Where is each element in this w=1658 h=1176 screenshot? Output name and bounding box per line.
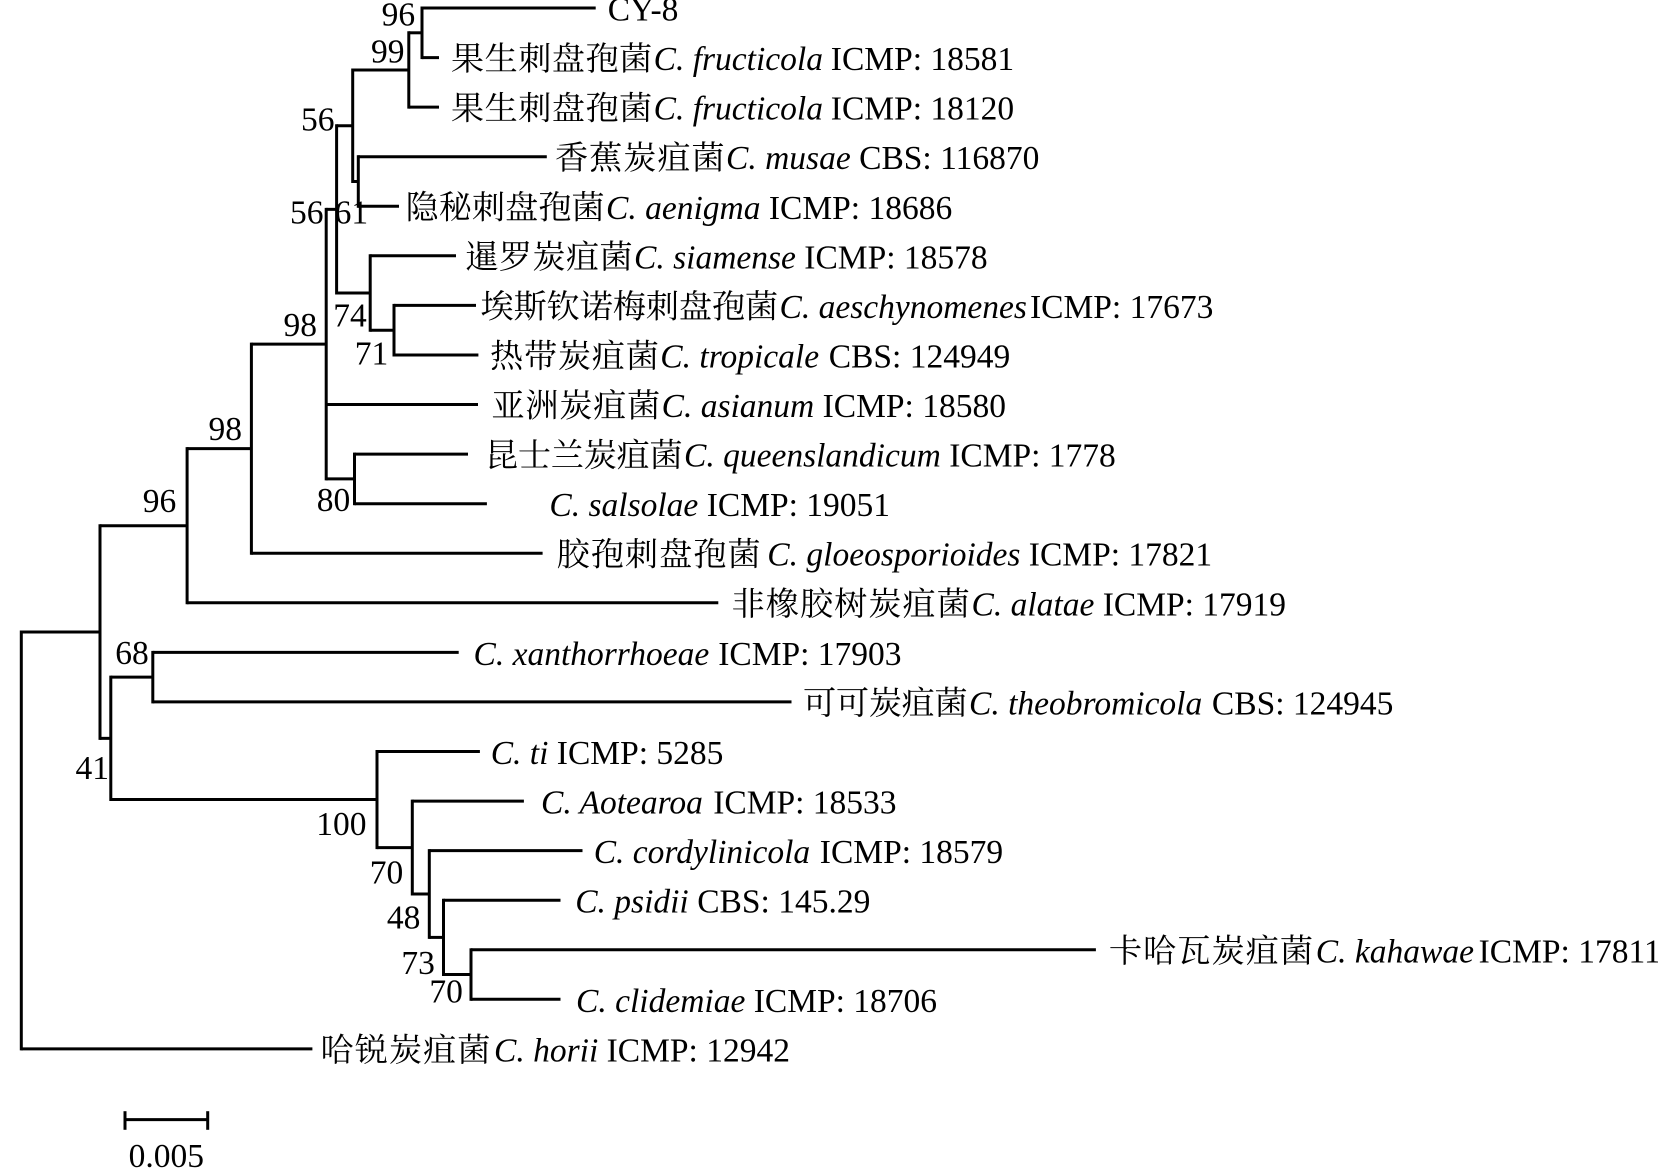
- svg-text:C. ti: C. ti: [491, 735, 549, 772]
- svg-text:74: 74: [333, 297, 367, 334]
- svg-text:ICMP: 5285: ICMP: 5285: [557, 735, 724, 772]
- svg-text:80: 80: [317, 482, 351, 519]
- svg-text:73: 73: [401, 945, 435, 982]
- svg-text:C. fructicola: C. fructicola: [654, 91, 823, 128]
- svg-text:41: 41: [76, 750, 110, 787]
- svg-text:ICMP: 19051: ICMP: 19051: [707, 487, 890, 524]
- svg-text:71: 71: [355, 336, 389, 373]
- svg-text:C. gloeosporioides: C. gloeosporioides: [767, 537, 1020, 574]
- svg-text:56: 56: [290, 195, 324, 232]
- svg-text:96: 96: [382, 0, 416, 34]
- svg-text:C. clidemiae: C. clidemiae: [576, 983, 745, 1020]
- svg-text:CBS: 124949: CBS: 124949: [829, 339, 1011, 376]
- svg-text:ICMP: 18581: ICMP: 18581: [831, 41, 1014, 78]
- svg-text:CBS: 124945: CBS: 124945: [1212, 685, 1394, 722]
- svg-text:98: 98: [209, 411, 243, 448]
- svg-text:ICMP: 18706: ICMP: 18706: [754, 983, 937, 1020]
- svg-text:C. Aotearoa: C. Aotearoa: [541, 785, 703, 822]
- svg-text:100: 100: [316, 806, 366, 843]
- svg-text:68: 68: [115, 635, 149, 672]
- svg-text:C. siamense: C. siamense: [634, 239, 796, 276]
- svg-text:C. fructicola: C. fructicola: [654, 41, 823, 78]
- svg-text:C. asianum: C. asianum: [662, 388, 815, 425]
- svg-text:ICMP: 18686: ICMP: 18686: [769, 190, 952, 227]
- svg-text:61: 61: [335, 194, 369, 231]
- svg-text:ICMP: 18533: ICMP: 18533: [713, 785, 896, 822]
- svg-text:ICMP: 18580: ICMP: 18580: [823, 388, 1006, 425]
- svg-text:C. xanthorrhoeae: C. xanthorrhoeae: [474, 636, 710, 673]
- svg-text:C. aenigma: C. aenigma: [606, 190, 760, 227]
- svg-text:C. musae: C. musae: [726, 140, 851, 177]
- svg-text:C. horii: C. horii: [494, 1032, 598, 1069]
- svg-text:C. salsolae: C. salsolae: [549, 487, 698, 524]
- svg-text:ICMP: 1778: ICMP: 1778: [949, 438, 1116, 475]
- svg-text:CY-8: CY-8: [608, 0, 679, 29]
- svg-text:ICMP: 17673: ICMP: 17673: [1030, 289, 1213, 326]
- svg-text:CBS: 116870: CBS: 116870: [859, 140, 1039, 177]
- svg-text:C. queenslandicum: C. queenslandicum: [684, 438, 941, 475]
- svg-text:CBS: 145.29: CBS: 145.29: [697, 884, 870, 921]
- svg-text:96: 96: [143, 483, 177, 520]
- svg-text:ICMP: 17821: ICMP: 17821: [1029, 537, 1212, 574]
- svg-text:C. psidii: C. psidii: [575, 884, 689, 921]
- svg-text:C. cordylinicola: C. cordylinicola: [594, 834, 810, 871]
- svg-text:C. tropicale: C. tropicale: [660, 339, 819, 376]
- svg-text:48: 48: [387, 899, 421, 936]
- svg-text:ICMP: 18120: ICMP: 18120: [831, 91, 1014, 128]
- svg-text:ICMP: 17919: ICMP: 17919: [1103, 586, 1286, 623]
- svg-text:0.005: 0.005: [129, 1138, 204, 1175]
- svg-text:ICMP: 18579: ICMP: 18579: [820, 834, 1003, 871]
- svg-text:56: 56: [301, 102, 335, 139]
- svg-text:70: 70: [429, 973, 463, 1010]
- svg-text:ICMP: 18578: ICMP: 18578: [804, 239, 987, 276]
- svg-text:ICMP: 17903: ICMP: 17903: [718, 636, 901, 673]
- svg-text:ICMP: 17811: ICMP: 17811: [1479, 933, 1658, 970]
- svg-text:98: 98: [284, 307, 318, 344]
- svg-text:ICMP: 12942: ICMP: 12942: [607, 1032, 790, 1069]
- svg-text:C. aeschynomenes: C. aeschynomenes: [780, 289, 1027, 326]
- svg-text:C. kahawae: C. kahawae: [1316, 933, 1474, 970]
- svg-text:99: 99: [371, 33, 405, 70]
- svg-text:70: 70: [370, 855, 404, 892]
- svg-text:C. theobromicola: C. theobromicola: [969, 685, 1202, 722]
- svg-text:C. alatae: C. alatae: [972, 586, 1095, 623]
